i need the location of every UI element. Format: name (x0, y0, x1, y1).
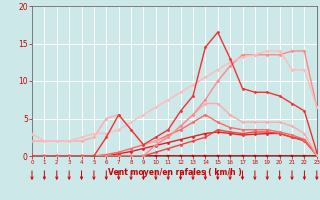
X-axis label: Vent moyen/en rafales ( km/h ): Vent moyen/en rafales ( km/h ) (108, 168, 241, 177)
